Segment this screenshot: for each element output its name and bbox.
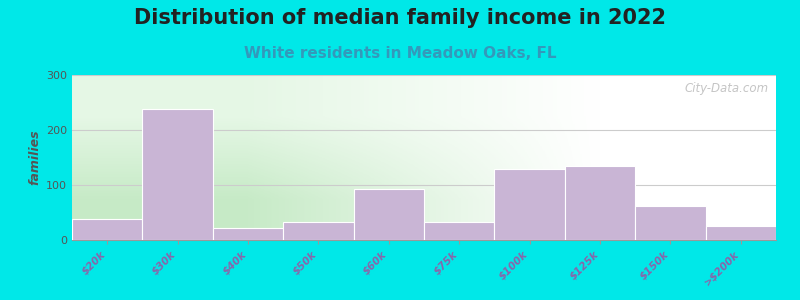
Bar — [635, 206, 706, 240]
Bar — [424, 222, 494, 240]
Text: White residents in Meadow Oaks, FL: White residents in Meadow Oaks, FL — [244, 46, 556, 62]
Text: City-Data.com: City-Data.com — [685, 82, 769, 94]
Bar — [706, 226, 776, 240]
Bar — [494, 169, 565, 240]
Bar — [213, 228, 283, 240]
Bar — [72, 219, 142, 240]
Bar — [142, 109, 213, 240]
Text: Distribution of median family income in 2022: Distribution of median family income in … — [134, 8, 666, 28]
Bar — [283, 222, 354, 240]
Bar — [354, 189, 424, 240]
Y-axis label: families: families — [29, 130, 42, 185]
Bar — [565, 166, 635, 240]
